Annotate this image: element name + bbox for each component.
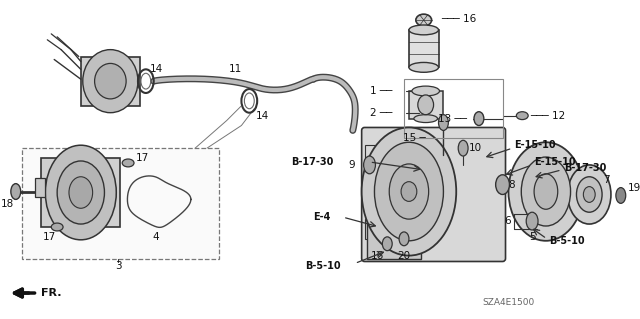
Text: E-15-10: E-15-10 (515, 140, 556, 150)
Text: ─── 12: ─── 12 (530, 111, 565, 121)
Bar (42, 158, 120, 227)
Ellipse shape (399, 232, 409, 246)
Ellipse shape (568, 165, 611, 224)
Text: B-5-10: B-5-10 (305, 261, 341, 271)
Text: FR.: FR. (42, 288, 62, 298)
Ellipse shape (374, 142, 444, 241)
Text: 11: 11 (228, 64, 242, 74)
Bar (365, 219, 389, 239)
Text: 17: 17 (136, 153, 149, 163)
Text: 14: 14 (150, 64, 163, 74)
Ellipse shape (616, 188, 626, 203)
Ellipse shape (577, 177, 602, 212)
Ellipse shape (401, 182, 417, 201)
Text: 4: 4 (152, 232, 159, 242)
Bar (409, 30, 438, 67)
Text: E-4: E-4 (314, 212, 331, 222)
Ellipse shape (51, 223, 63, 231)
FancyBboxPatch shape (362, 128, 506, 262)
Bar (365, 145, 389, 165)
Ellipse shape (95, 63, 126, 99)
Bar (35, 178, 45, 197)
Ellipse shape (409, 25, 438, 35)
Text: 15 ─: 15 ─ (403, 133, 426, 143)
Text: 18: 18 (1, 199, 15, 209)
Text: 17: 17 (43, 232, 56, 242)
Text: SZA4E1500: SZA4E1500 (483, 298, 535, 308)
Ellipse shape (416, 14, 431, 26)
Ellipse shape (382, 237, 392, 251)
Ellipse shape (122, 159, 134, 167)
Text: 13 ──: 13 ── (438, 114, 467, 123)
Ellipse shape (412, 86, 440, 96)
Ellipse shape (418, 95, 433, 115)
Ellipse shape (495, 175, 509, 195)
Ellipse shape (584, 187, 595, 202)
Text: 8: 8 (508, 180, 515, 189)
Ellipse shape (57, 161, 104, 224)
Text: ─── 16: ─── 16 (442, 14, 477, 24)
Ellipse shape (414, 115, 438, 122)
Text: 2 ──: 2 ── (370, 108, 392, 118)
Text: E-15-10: E-15-10 (534, 157, 576, 167)
Bar (22, 148, 219, 258)
Ellipse shape (516, 112, 528, 120)
Ellipse shape (364, 156, 376, 174)
Ellipse shape (362, 128, 456, 256)
Text: 7: 7 (603, 175, 610, 185)
Text: 19: 19 (628, 182, 640, 193)
Text: 20: 20 (397, 251, 411, 261)
Bar (404, 79, 502, 138)
Ellipse shape (438, 115, 449, 130)
Bar (81, 56, 140, 106)
Bar (409, 91, 444, 119)
Text: B-17-30: B-17-30 (291, 157, 333, 167)
Text: B-5-10: B-5-10 (549, 236, 584, 246)
Ellipse shape (83, 50, 138, 113)
Ellipse shape (526, 212, 538, 230)
Ellipse shape (508, 142, 584, 241)
Text: 3: 3 (115, 261, 122, 271)
Ellipse shape (409, 63, 438, 72)
Text: 9: 9 (348, 160, 355, 170)
Ellipse shape (521, 157, 570, 226)
Text: 16: 16 (371, 251, 384, 261)
Ellipse shape (474, 112, 484, 125)
Text: 10: 10 (469, 143, 482, 153)
Ellipse shape (458, 140, 468, 156)
Ellipse shape (45, 145, 116, 240)
Ellipse shape (11, 184, 20, 199)
Ellipse shape (69, 177, 93, 208)
Text: B-17-30: B-17-30 (564, 163, 606, 173)
Ellipse shape (389, 164, 429, 219)
Text: 1 ──: 1 ── (370, 86, 392, 96)
Bar (367, 219, 420, 258)
Text: 6: 6 (504, 216, 511, 226)
Text: 5: 5 (529, 232, 536, 242)
Text: 14: 14 (256, 111, 269, 121)
Ellipse shape (534, 174, 557, 209)
